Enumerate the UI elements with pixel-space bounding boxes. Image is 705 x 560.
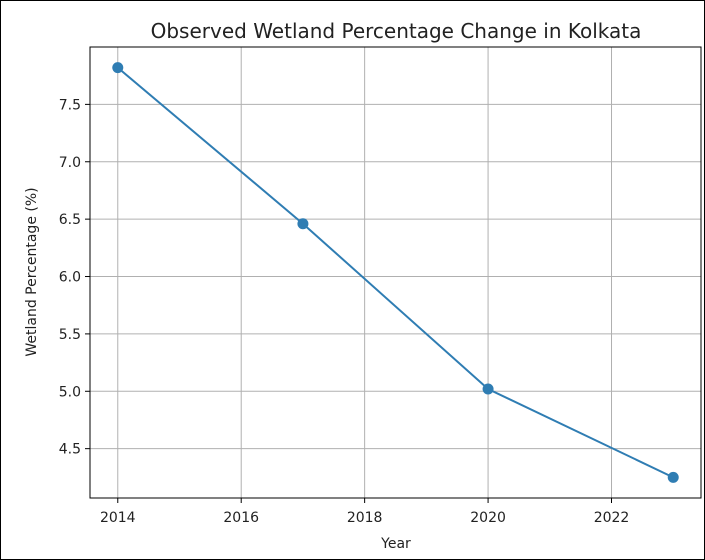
y-tick-label: 5.0 (59, 384, 81, 400)
x-axis-label: Year (380, 536, 411, 552)
y-axis-ticks: 4.5 5.0 5.5 6.0 6.5 7.0 7.5 (59, 97, 90, 458)
data-point (482, 383, 494, 395)
y-tick-label: 7.0 (59, 155, 81, 171)
x-tick-label: 2014 (100, 510, 136, 526)
y-tick-label: 6.0 (59, 270, 81, 286)
y-tick-label: 6.5 (59, 212, 81, 228)
x-tick-label: 2016 (223, 510, 259, 526)
y-axis-label: Wetland Percentage (%) (24, 187, 40, 356)
x-tick-label: 2020 (470, 510, 506, 526)
grid-lines (90, 47, 701, 498)
data-point (112, 62, 124, 74)
y-tick-label: 7.5 (59, 97, 81, 113)
x-tick-label: 2018 (347, 510, 383, 526)
series-line (117, 66, 674, 479)
data-point (667, 471, 679, 483)
series-group (112, 62, 679, 483)
plot-area-border (89, 46, 702, 499)
y-tick-label: 5.5 (59, 327, 81, 343)
y-tick-label: 4.5 (59, 442, 81, 458)
x-tick-label: 2022 (594, 510, 630, 526)
data-point (297, 218, 309, 230)
x-axis-ticks: 2014 2016 2018 2020 2022 (100, 498, 629, 526)
chart-title: Observed Wetland Percentage Change in Ko… (151, 19, 642, 43)
